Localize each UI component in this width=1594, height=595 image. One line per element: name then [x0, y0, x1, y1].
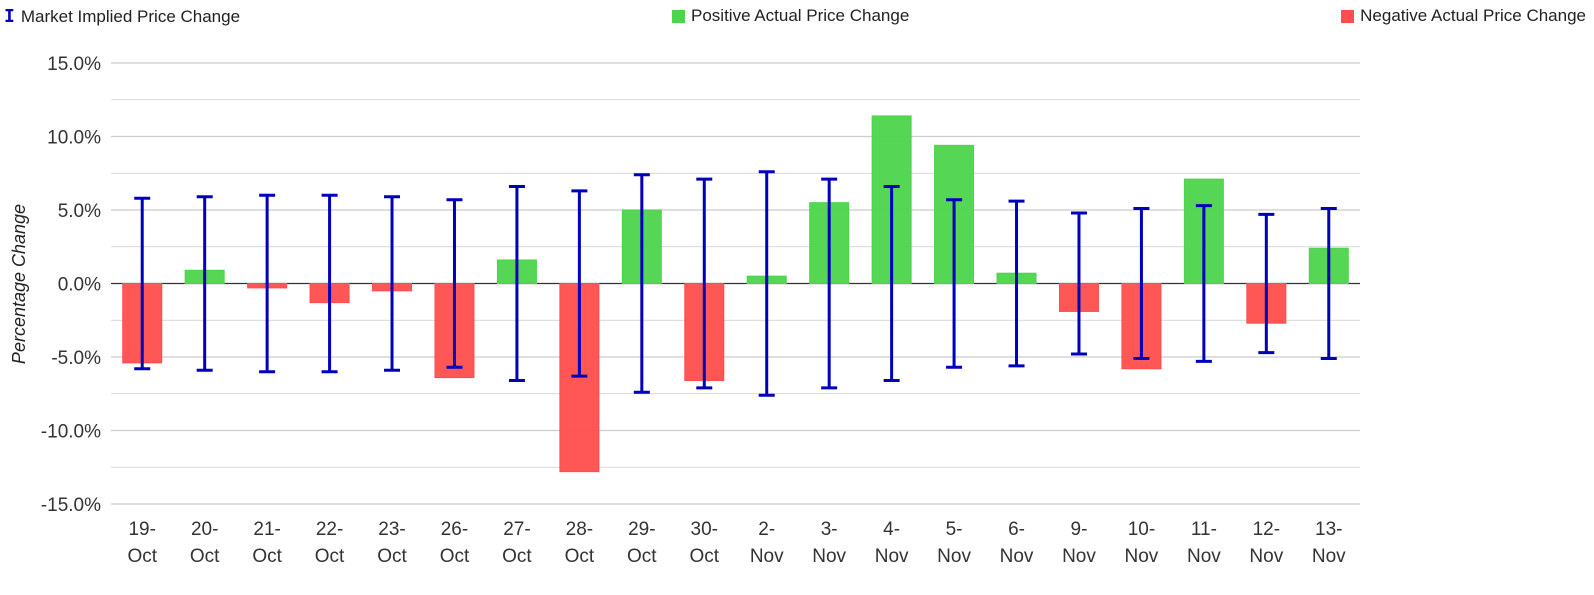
y-tick-label: 15.0% [47, 54, 101, 75]
x-tick-label: 4-Nov [875, 519, 909, 567]
x-tick-label: 23-Oct [377, 519, 407, 567]
y-tick-label: -10.0% [41, 422, 101, 443]
y-tick-label: 10.0% [47, 128, 101, 149]
implied-errorbar[interactable] [883, 184, 900, 383]
implied-errorbar[interactable] [1133, 207, 1150, 360]
implied-errorbar[interactable] [196, 195, 213, 372]
x-tick-label: 19-Oct [127, 519, 157, 567]
implied-errorbar[interactable] [1070, 211, 1087, 356]
x-tick-label: 22-Oct [315, 519, 345, 567]
x-axis: 19-Oct 20-Oct 21-Oct 22-Oct 23-Oct 26-Oct 27-O… [127, 519, 1346, 567]
legend-implied-label: Market Implied Price Change [20, 6, 241, 26]
x-tick-label: 20-Oct [190, 519, 220, 567]
implied-errorbar[interactable] [134, 196, 151, 371]
y-tick-label: 5.0% [58, 201, 101, 222]
x-tick-label: 27-Oct [502, 519, 532, 567]
bars [122, 115, 1349, 473]
implied-errorbar[interactable] [384, 195, 401, 372]
x-tick-label: 12-Nov [1249, 519, 1283, 567]
implied-errorbar[interactable] [571, 189, 588, 378]
y-tick-label: -5.0% [51, 348, 101, 369]
x-tick-label: 21-Oct [252, 519, 282, 567]
implied-errorbar[interactable] [446, 198, 463, 369]
implied-errorbar[interactable] [946, 198, 963, 369]
x-tick-label: 5-Nov [937, 519, 971, 567]
implied-errorbar[interactable] [821, 177, 838, 390]
legend-negative[interactable]: Negative Actual Price Change [1341, 6, 1586, 26]
implied-errorbar[interactable] [758, 170, 775, 397]
legend-implied[interactable]: I Market Implied Price Change [4, 6, 240, 27]
x-tick-label: 9-Nov [1062, 519, 1096, 567]
legend-positive-label: Positive Actual Price Change [691, 6, 910, 25]
y-tick-label: 0.0% [58, 275, 101, 296]
x-tick-label: 11-Nov [1187, 519, 1221, 567]
implied-errorbar[interactable] [259, 193, 276, 374]
x-tick-label: 3-Nov [812, 519, 846, 567]
x-tick-label: 30-Oct [689, 519, 719, 567]
x-tick-label: 29-Oct [627, 519, 657, 567]
x-tick-label: 2-Nov [750, 519, 784, 567]
implied-errorbar[interactable] [1320, 207, 1337, 360]
error-bars [134, 170, 1337, 397]
implied-errorbar[interactable] [321, 193, 338, 374]
grid-lines [111, 62, 1360, 505]
x-tick-label: 10-Nov [1125, 519, 1159, 567]
y-tick-label: -15.0% [41, 495, 101, 516]
x-tick-label: 6-Nov [1000, 519, 1034, 567]
implied-errorbar[interactable] [1008, 199, 1025, 368]
negative-swatch-icon [1341, 9, 1355, 23]
x-tick-label: 26-Oct [440, 519, 470, 567]
implied-errorbar[interactable] [696, 177, 713, 390]
x-tick-label: 13-Nov [1312, 519, 1346, 567]
legend-positive[interactable]: Positive Actual Price Change [672, 6, 909, 26]
positive-swatch-icon [672, 9, 685, 23]
x-tick-label: 28-Oct [565, 519, 595, 567]
legend-negative-label: Negative Actual Price Change [1360, 6, 1586, 25]
implied-errorbar[interactable] [1195, 204, 1212, 363]
implied-errorbar[interactable] [1258, 212, 1275, 355]
y-axis: 15.0% 10.0% 5.0% 0.0% -5.0% -10.0% -15.0% [41, 54, 101, 516]
implied-errorbar[interactable] [508, 184, 525, 383]
implied-errorbar[interactable] [633, 173, 650, 394]
y-axis-title: Percentage Change [9, 204, 29, 364]
errorbar-legend-icon: I [4, 6, 15, 27]
